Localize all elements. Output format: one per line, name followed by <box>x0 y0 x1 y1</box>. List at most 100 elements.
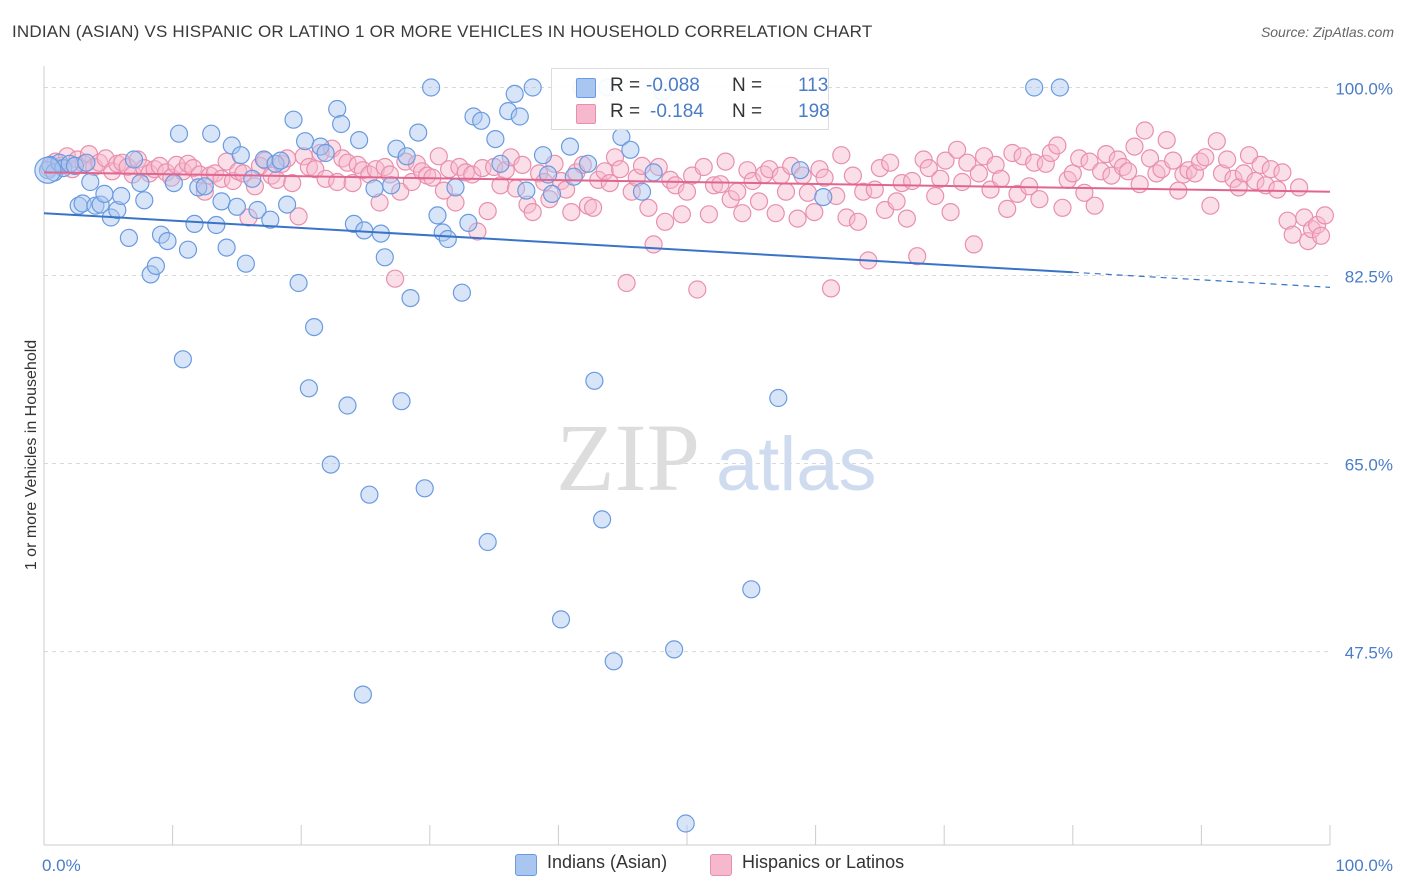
indian-point <box>415 479 434 498</box>
hispanic-point <box>788 209 807 228</box>
hispanic-point <box>1097 145 1116 164</box>
hispanic-point <box>610 160 630 179</box>
watermark-atlas: atlas <box>716 422 877 507</box>
hispanic-point <box>941 203 960 222</box>
hispanic-point <box>1053 198 1072 217</box>
hispanic-point <box>1273 163 1292 182</box>
indian-point <box>207 215 226 235</box>
hispanic-point <box>661 170 680 189</box>
hispanic-point <box>733 204 752 223</box>
hispanic-point <box>865 180 884 199</box>
hispanic-point <box>805 203 824 222</box>
hispanic-point <box>1251 155 1270 174</box>
indian-point <box>533 146 553 165</box>
hispanic-point <box>1080 152 1099 171</box>
indian-point <box>164 174 183 193</box>
hispanic-point <box>843 166 863 185</box>
indian-point <box>212 192 231 211</box>
legend-r-label: R = <box>610 75 641 96</box>
indian-point <box>1025 78 1044 97</box>
indian-point <box>551 610 571 629</box>
indian-point <box>769 388 788 408</box>
indian-point <box>499 101 518 121</box>
axes <box>43 66 1331 846</box>
hispanic-point <box>881 153 900 172</box>
hispanic-point <box>1229 178 1248 197</box>
indian-point <box>261 210 280 229</box>
legend-n-label: N = <box>732 75 763 96</box>
indian-point <box>236 254 255 273</box>
indian-point <box>401 289 420 308</box>
legend-swatch-indian <box>576 78 596 98</box>
hispanic-point <box>1118 162 1138 181</box>
indian-point <box>151 225 171 244</box>
hispanic-point <box>1163 151 1183 170</box>
indian-point <box>365 179 384 198</box>
hispanic-point <box>969 164 989 183</box>
y-tick-label: 47.5% <box>1345 644 1393 663</box>
indian-point <box>146 256 165 275</box>
hispanic-point <box>776 182 796 201</box>
indian-point <box>397 147 416 166</box>
hispanic-point <box>914 150 933 169</box>
hispanic-point <box>223 171 243 191</box>
hispanic-point <box>1135 121 1154 140</box>
indian-point <box>560 137 580 156</box>
indian-point <box>202 124 221 143</box>
indian-point <box>284 110 303 129</box>
hispanic-point <box>688 280 707 299</box>
indian-point <box>248 200 267 220</box>
hispanic-point <box>289 207 308 226</box>
hispanic-point <box>311 143 330 163</box>
indian-point <box>169 124 189 143</box>
hispanic-point <box>672 205 692 224</box>
hispanic-point <box>815 168 834 187</box>
indian-trend-extension <box>1072 271 1331 288</box>
hispanic-point <box>1085 196 1104 215</box>
indian-point <box>135 191 154 210</box>
hispanic-point <box>1036 154 1055 173</box>
legend-label-hispanics: Hispanics or Latinos <box>742 852 905 872</box>
hispanic-point <box>1315 206 1335 225</box>
hispanic-point <box>716 152 735 171</box>
indian-point <box>592 510 612 529</box>
legend-swatch-hispanic <box>576 104 596 124</box>
hispanic-point <box>1201 196 1220 215</box>
hispanic-point <box>1185 164 1205 183</box>
indian-point <box>814 188 833 207</box>
hispanic-point <box>267 170 286 189</box>
indian-point <box>632 182 652 201</box>
hispanic-point <box>523 203 542 222</box>
hispanic-point <box>1013 147 1032 166</box>
hispanic-point <box>562 203 581 222</box>
correlation-legend: R = -0.088 N = 113 R = -0.184 N = 198 <box>551 68 830 130</box>
indian-point <box>243 169 262 188</box>
indian-point <box>353 685 372 704</box>
hispanic-point <box>870 159 890 178</box>
indian-point <box>141 265 160 284</box>
hispanic-point <box>513 155 532 174</box>
indian-point <box>278 195 297 214</box>
hispanic-point <box>1311 226 1331 245</box>
watermark-zip: ZIP <box>556 404 700 511</box>
indian-point <box>338 396 357 415</box>
indian-point <box>81 172 100 192</box>
hispanic-point <box>1268 180 1287 199</box>
hispanic-point <box>605 148 625 167</box>
hispanic-point <box>721 190 740 209</box>
x-tick-label: 100.0% <box>1335 856 1393 875</box>
hispanic-point <box>1063 164 1082 183</box>
hispanic-point <box>1091 162 1111 181</box>
hispanic-point <box>931 169 950 188</box>
indian-point <box>523 78 542 97</box>
hispanic-point <box>810 160 829 179</box>
indian-point <box>266 154 285 173</box>
hispanic-point <box>998 199 1017 218</box>
y-axis-title: 1 or more Vehicles in Household <box>23 340 40 570</box>
indian-point <box>438 229 457 249</box>
hispanic-point <box>429 147 448 166</box>
indian-point <box>486 130 505 149</box>
hispanic-point <box>1041 143 1061 163</box>
indian-point <box>299 379 318 398</box>
indian-point <box>542 184 562 203</box>
